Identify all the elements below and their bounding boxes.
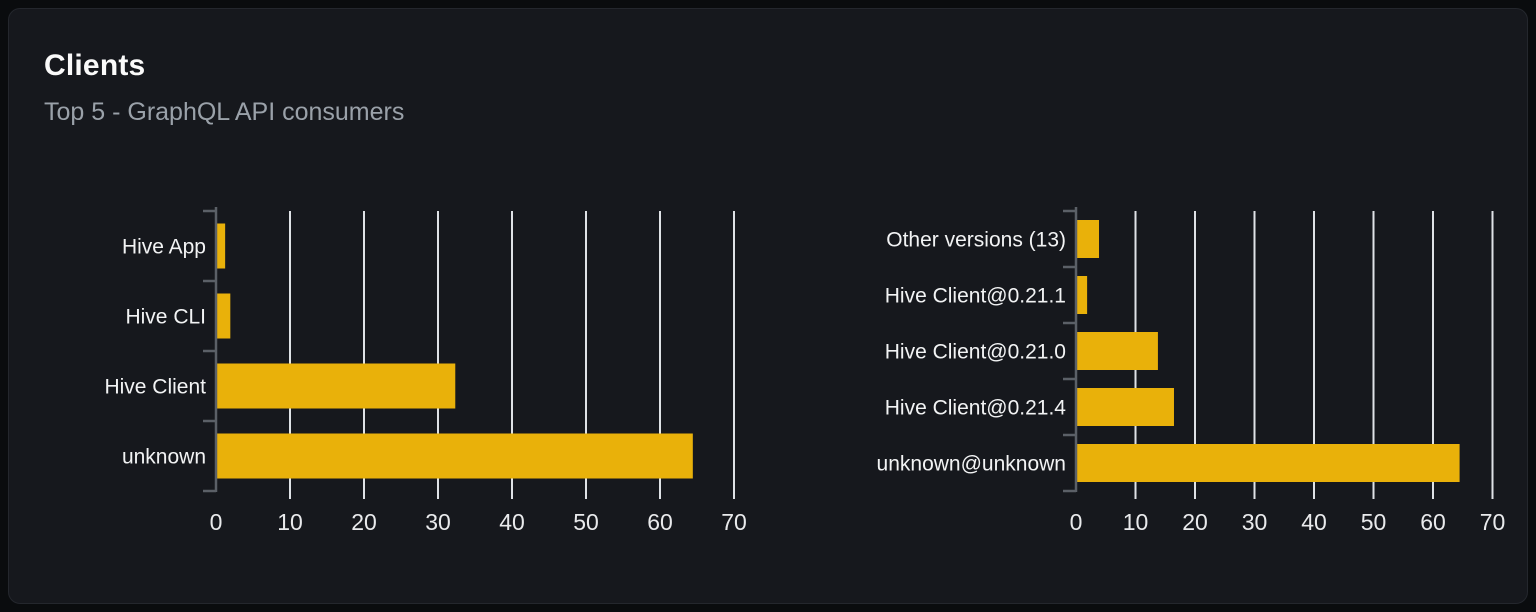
x-tick-label: 20 [351, 509, 377, 535]
x-tick-label: 0 [1070, 509, 1083, 535]
bar-hive-app [217, 223, 226, 269]
bar-unknown-unknown [1077, 444, 1460, 482]
bar-hive-client-0-21-0 [1077, 332, 1158, 370]
x-tick-label: 20 [1182, 509, 1208, 535]
x-tick-label: 70 [1480, 509, 1506, 535]
x-tick-label: 30 [425, 509, 451, 535]
x-tick-label: 60 [647, 509, 673, 535]
card-title: Clients [44, 49, 146, 82]
category-label: Hive Client@0.21.0 [885, 341, 1066, 364]
bar-hive-client-0-21-1 [1077, 276, 1088, 314]
client-versions-bar-chart: Other versions (13) Hive Client@0.21.1 Hiv… [877, 207, 1506, 535]
card-subtitle: Top 5 - GraphQL API consumers [44, 98, 405, 126]
bar-hive-cli [217, 293, 231, 339]
x-tick-label: 70 [721, 509, 747, 535]
clients-card: Clients Top 5 - GraphQL API consumers Hi… [8, 8, 1528, 604]
clients-bar-chart: Hive App Hive CLI Hive Client unknown 0 10 20 3… [104, 207, 747, 535]
category-label: unknown@unknown [877, 453, 1066, 476]
bar-unknown [217, 433, 693, 479]
x-tick-label: 60 [1420, 509, 1446, 535]
x-tick-label: 0 [210, 509, 223, 535]
x-tick-label: 50 [573, 509, 599, 535]
category-label: Hive App [122, 236, 206, 259]
x-tick-label: 30 [1242, 509, 1268, 535]
bar-other-versions-13- [1077, 220, 1100, 258]
category-label: Hive Client@0.21.4 [885, 397, 1067, 420]
bar-hive-client-0-21-4 [1077, 388, 1174, 426]
category-label: Hive Client@0.21.1 [885, 285, 1066, 308]
category-label: Hive Client [104, 376, 206, 399]
bar-hive-client [217, 363, 456, 409]
category-label: Hive CLI [125, 306, 206, 329]
x-tick-label: 40 [499, 509, 525, 535]
category-label: unknown [122, 446, 206, 469]
x-tick-label: 40 [1301, 509, 1327, 535]
x-tick-label: 10 [277, 509, 303, 535]
x-tick-label: 50 [1361, 509, 1387, 535]
category-label: Other versions (13) [886, 229, 1066, 252]
x-tick-label: 10 [1123, 509, 1149, 535]
